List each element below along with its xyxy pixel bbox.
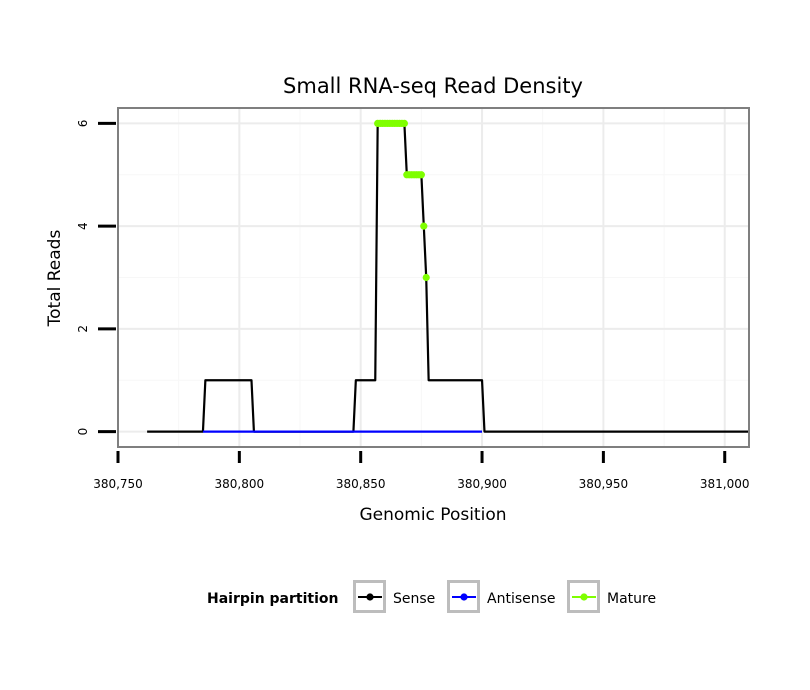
legend-title: Hairpin partition	[207, 591, 338, 607]
mature-legend-point	[580, 593, 588, 601]
mature-point	[422, 273, 430, 282]
y-axis: 0 2 4 6	[76, 120, 116, 436]
sense-legend-label: Sense	[393, 591, 435, 607]
x-axis-title: Genomic Position	[359, 505, 506, 525]
y-tick-label: 4	[76, 222, 90, 230]
legend: Hairpin partition Sense Antisense Mature	[207, 580, 656, 613]
mature-legend-label: Mature	[607, 591, 656, 607]
antisense-legend-point	[460, 593, 468, 601]
antisense-legend-label: Antisense	[487, 591, 556, 607]
series-layer	[147, 119, 749, 433]
y-tick-label: 2	[76, 325, 90, 333]
mature-point	[417, 171, 425, 179]
x-tick-label: 380,750	[93, 477, 143, 491]
x-tick-label: 380,950	[579, 477, 629, 491]
y-tick-label: 0	[76, 428, 90, 436]
x-axis: 380,750 380,800 380,850 380,900 380,950 381,0…	[93, 451, 750, 491]
x-tick-label: 380,800	[215, 477, 265, 491]
x-tick-label: 380,900	[457, 477, 507, 491]
chart-title: Small RNA-seq Read Density	[283, 74, 583, 98]
y-axis-title: Total Reads	[45, 230, 65, 328]
mature-point	[420, 222, 428, 230]
x-tick-label: 381,000	[700, 477, 750, 491]
plot-border	[117, 107, 750, 448]
x-tick-label: 380,850	[336, 477, 386, 491]
sense-legend-point	[366, 593, 374, 601]
y-tick-label: 6	[76, 120, 90, 128]
mature-point	[400, 119, 408, 128]
